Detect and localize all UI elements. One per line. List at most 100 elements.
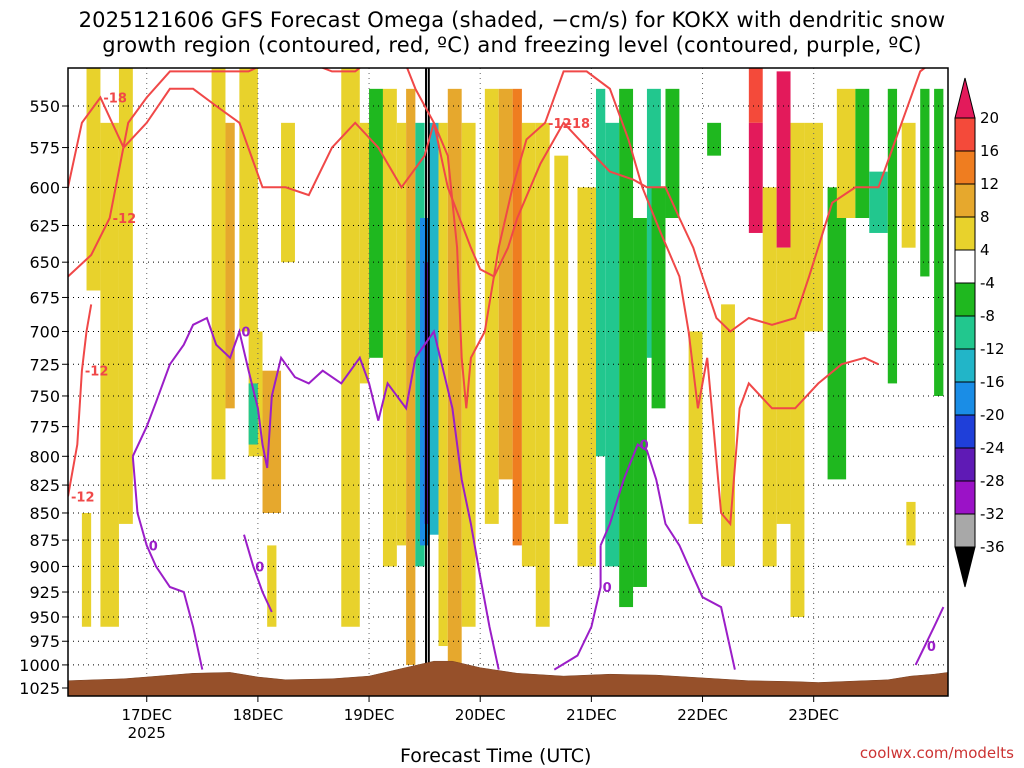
omega-cell [498,88,513,480]
colorbar-swatch [954,348,976,383]
colorbar-tick-label: -24 [980,439,1005,457]
colorbar-swatch [954,117,976,152]
colorbar-swatch [954,183,976,218]
omega-cell [281,122,295,263]
freezing-contour-label: 0 [241,325,250,340]
omega-cell [633,218,647,587]
terrain-surface [68,660,948,696]
omega-cell [901,122,916,248]
freezing-contour-label: 0 [640,439,649,454]
omega-cell [81,512,92,627]
omega-cell [721,304,735,567]
credit-link[interactable]: coolwx.com/modelts [859,744,1014,762]
dendritic-contour [68,68,927,333]
y-tick-label: 775 [29,418,60,437]
colorbar-swatch [954,480,976,515]
omega-cell [688,331,703,524]
colorbar-tick-label: 12 [980,175,999,193]
omega-cell [619,88,634,608]
omega-cell [396,122,407,546]
omega-cell [429,122,439,535]
dotted-grid [68,68,948,696]
omega-cell [267,545,277,627]
x-tick-label: 19DEC [344,706,395,724]
colorbar-tick-label: -28 [980,472,1005,490]
colorbar-tick-label: -4 [980,274,995,292]
y-tick-label: 950 [29,608,60,627]
colorbar-swatch [954,216,976,251]
chart-title-line-2: growth region (contoured, red, ºC) and f… [102,33,922,57]
freezing-contour [914,606,945,666]
omega-cell [484,88,499,524]
omega-cell [211,68,226,480]
omega-cell [707,122,722,156]
x-tick-label: 23DEC [788,706,839,724]
omega-cell [748,68,763,123]
y-tick-label: 925 [29,583,60,602]
y-tick-label: 700 [29,322,60,341]
colorbar-tick-label: 4 [980,241,990,259]
colorbar-swatch [954,381,976,416]
y-tick-label: 975 [29,632,60,651]
dendritic-contour-label: -18 [567,117,591,132]
x-tick-label: 20DEC [455,706,506,724]
x-tick-label: 22DEC [677,706,728,724]
omega-cell [225,122,235,409]
omega-cell [776,71,791,248]
y-tick-label: 600 [29,178,60,197]
freezing-contour [243,534,273,613]
y-tick-label: 850 [29,504,60,523]
omega-cell [762,187,777,567]
y-tick-label: 900 [29,557,60,576]
omega-cell [836,88,856,219]
omega-cell [827,187,847,480]
omega-cell [262,370,282,513]
x-tick-label: 21DEC [566,706,617,724]
dendritic-contour-label: -18 [103,91,127,106]
y-axis: 550 575 600 625 650 675 700 725 750 775 800 825 850 8… [19,97,68,698]
y-tick-label: 825 [29,476,60,495]
dendritic-contour [68,68,879,527]
colorbar-swatch [954,414,976,449]
omega-cell [100,122,119,627]
y-tick-label: 625 [29,217,60,236]
y-tick-label: 1025 [19,679,60,698]
x-tick-label: 18DEC [233,706,284,724]
omega-cell [447,88,462,665]
colorbar-tick-label: -16 [980,373,1005,391]
omega-cell [86,68,101,291]
colorbar-top-arrow [954,77,976,119]
omega-cell [512,88,522,546]
dendritic-growth-contours: -18-18-12-12-12-12 [68,68,927,527]
freezing-contour [131,456,204,670]
black-vertical-lines [425,68,430,696]
omega-cell [118,68,133,524]
colorbar-tick-label: -36 [980,538,1005,556]
freezing-contour-label: 0 [255,560,264,575]
omega-cell [596,88,606,457]
dendritic-contour [68,304,93,497]
colorbar-swatch [954,447,976,482]
omega-cell [359,122,370,384]
colorbar-tick-label: -20 [980,406,1005,424]
omega-cell [248,383,258,445]
x-tick-label: 17DEC [121,706,172,724]
freezing-contour-label: 0 [603,581,612,596]
omega-cell [804,122,823,332]
omega-cell [934,88,944,396]
terrain-fill [68,660,948,696]
dendritic-contour-label: -12 [113,212,136,227]
freezing-contour-label: 0 [927,640,936,655]
dendritic-contour-label: -12 [548,117,572,132]
plot-frame [67,67,949,697]
y-tick-label: 725 [29,355,60,374]
omega-cell [382,88,397,567]
y-tick-label: 1000 [19,656,60,675]
x-tick-sublabel: 2025 [128,724,166,742]
colorbar-tick-label: -8 [980,307,995,325]
y-tick-label: 550 [29,97,60,116]
colorbar-tick-label: 8 [980,208,990,226]
y-tick-label: 800 [29,447,60,466]
